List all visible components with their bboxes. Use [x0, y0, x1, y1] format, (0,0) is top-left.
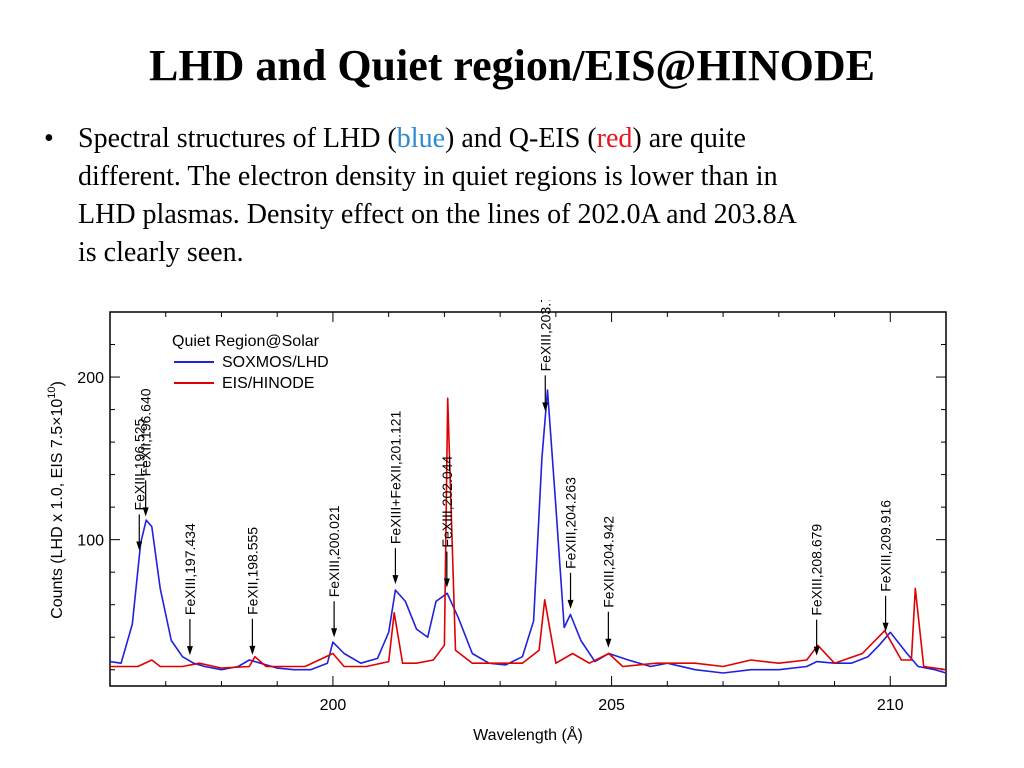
- y-axis-label: Counts (LHD x 1.0, EIS 7.5×1010): [46, 381, 66, 619]
- y-tick-label: 100: [77, 533, 104, 550]
- annotation-label: FeXIII,204.263: [563, 477, 579, 569]
- legend-entry: SOXMOS/LHD: [222, 354, 329, 371]
- annotation-label: FeXIII,208.679: [809, 524, 825, 616]
- series-line-eis: [110, 397, 947, 671]
- plot-frame: [109, 311, 947, 687]
- annotation-arrow-head: [186, 646, 193, 656]
- bullet-text: Spectral structures of LHD (blue) and Q-…: [78, 120, 983, 272]
- annotation-label: FeXIII,203.793+203.826: [537, 300, 553, 371]
- annotation-label: FeXIII,202.044: [439, 456, 455, 548]
- annotation-arrow-head: [443, 578, 450, 588]
- annotation-arrow-head: [249, 645, 256, 655]
- bullet-text-pre: Spectral structures of LHD (: [78, 123, 397, 154]
- x-tick-label: 200: [320, 697, 347, 714]
- annotation-label: FeXIII,209.916: [878, 500, 894, 592]
- y-tick-label: 200: [77, 370, 104, 387]
- x-axis-label: Wavelength (Å): [473, 725, 583, 744]
- series-layer: [109, 389, 947, 674]
- annotation-label: FeXIII,196.525: [131, 418, 147, 510]
- bullet-dot: •: [44, 123, 54, 154]
- x-tick-label: 205: [598, 697, 625, 714]
- y-axis-label-exponent: 10: [46, 386, 58, 398]
- annotation-label: FeXII,196.640: [138, 388, 154, 476]
- annotation-arrow-head: [567, 599, 574, 609]
- annotation-label: FeXIII,197.434: [182, 523, 198, 615]
- legend: Quiet Region@Solar SOXMOS/LHD EIS/HINODE: [172, 333, 329, 392]
- annotation-label: FeXII,198.555: [244, 527, 260, 615]
- annotation-arrow-head: [392, 575, 399, 585]
- axes: 200 205 210 100 200: [77, 311, 947, 714]
- legend-entry: EIS/HINODE: [222, 375, 314, 392]
- legend-title: Quiet Region@Solar: [172, 333, 320, 350]
- bullet-line-4: is clearly seen.: [78, 237, 244, 268]
- annotation-arrow-head: [882, 622, 889, 632]
- bullet-line-3: LHD plasmas. Density effect on the lines…: [78, 199, 797, 230]
- series-line-lhd: [109, 389, 947, 674]
- annotation-arrow-head: [813, 646, 820, 656]
- annotation-label: FeXIII,204.942: [600, 516, 616, 608]
- bullet-line-2: different. The electron density in quiet…: [78, 161, 778, 192]
- annotation-label: FeXIII,200.021: [326, 505, 342, 597]
- bullet-text-post: ) are quite: [632, 123, 746, 154]
- annotation-arrow-head: [542, 402, 549, 412]
- blue-word: blue: [396, 123, 446, 154]
- spectrum-chart: 200 205 210 100 200 FeXIII,196.525FeXII,196.…: [46, 300, 947, 744]
- x-tick-label: 210: [877, 697, 904, 714]
- annotation-arrow-head: [136, 541, 143, 551]
- bullet-text-mid: ) and Q-EIS (: [445, 123, 597, 154]
- annotation-arrow-head: [331, 628, 338, 638]
- y-axis-label-end: ): [49, 381, 66, 386]
- annotation-arrow-head: [605, 638, 612, 648]
- slide-title: LHD and Quiet region/EIS@HINODE: [149, 41, 875, 90]
- y-axis-label-main: Counts (LHD x 1.0, EIS 7.5×10: [49, 399, 66, 619]
- annotation-label: FeXIII+FeXII,201.121: [387, 410, 403, 544]
- annotation-arrow-head: [142, 507, 149, 517]
- red-word: red: [596, 123, 633, 154]
- bullet-line-1: Spectral structures of LHD (blue) and Q-…: [78, 120, 983, 158]
